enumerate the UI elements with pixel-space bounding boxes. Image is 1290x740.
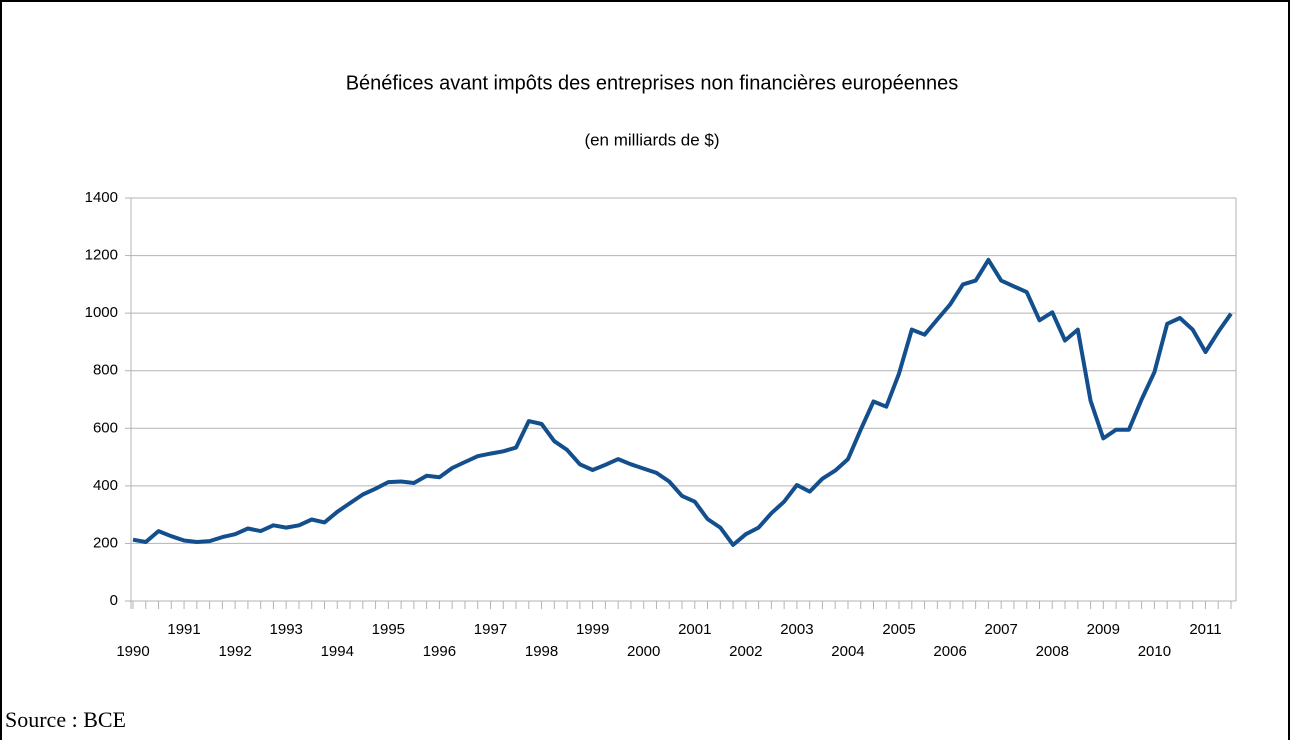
y-tick-label: 1200 — [85, 247, 118, 264]
x-tick-label: 1993 — [270, 621, 303, 638]
x-tick-label: 1998 — [525, 643, 558, 660]
x-tick-label: 1994 — [321, 643, 354, 660]
x-tick-label: 1996 — [423, 643, 456, 660]
y-tick-label: 1400 — [85, 189, 118, 206]
x-tick-label: 2006 — [933, 643, 966, 660]
x-tick-label: 2009 — [1087, 621, 1120, 638]
x-tick-label: 2008 — [1036, 643, 1069, 660]
y-tick-label: 600 — [93, 419, 118, 436]
x-tick-label: 1990 — [116, 643, 149, 660]
x-tick-label: 2011 — [1189, 621, 1221, 638]
y-tick-label: 0 — [110, 592, 118, 609]
x-tick-label: 2000 — [627, 643, 660, 660]
x-tick-label: 2007 — [984, 621, 1017, 638]
y-tick-label: 1000 — [85, 304, 118, 321]
chart-subtitle: (en milliards de $) — [584, 130, 719, 149]
x-tick-label: 2004 — [831, 643, 864, 660]
x-tick-label: 1992 — [218, 643, 251, 660]
x-tick-label: 2003 — [780, 621, 813, 638]
x-tick-label: 1991 — [167, 621, 200, 638]
x-tick-label: 1999 — [576, 621, 609, 638]
data-line — [132, 257, 1233, 547]
x-tick-label: 2001 — [678, 621, 711, 638]
x-tick-label: 2010 — [1138, 643, 1171, 660]
y-tick-label: 800 — [93, 362, 118, 379]
chart-title: Bénéfices avant impôts des entreprises n… — [346, 72, 959, 94]
x-tick-label: 1995 — [372, 621, 405, 638]
x-tick-label: 2005 — [882, 621, 915, 638]
source: Source : BCE — [5, 707, 126, 732]
x-tick-label: 2002 — [729, 643, 762, 660]
y-tick-label: 200 — [93, 534, 118, 551]
y-tick-label: 400 — [93, 477, 118, 494]
x-tick-label: 1997 — [474, 621, 507, 638]
